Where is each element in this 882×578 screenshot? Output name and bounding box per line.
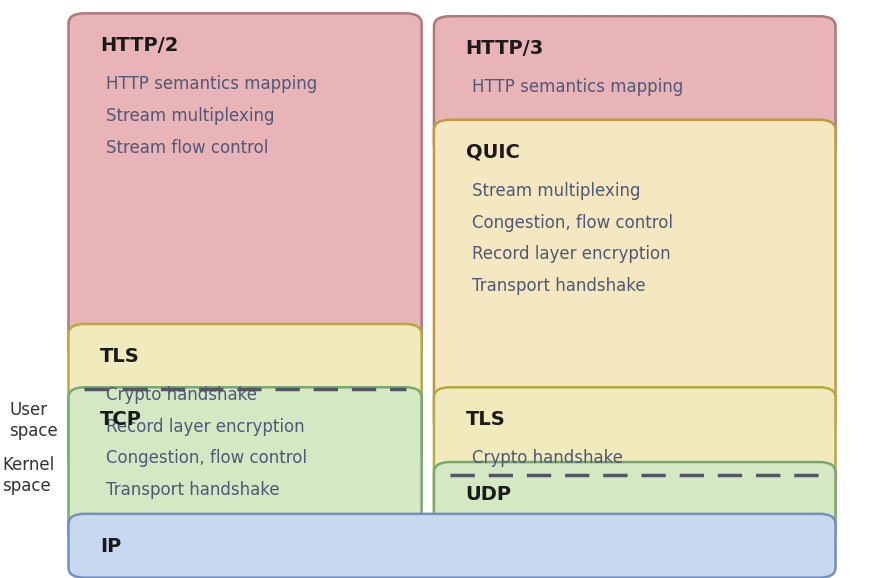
Text: Kernel
space: Kernel space — [3, 456, 55, 495]
Text: Crypto handshake: Crypto handshake — [107, 386, 258, 404]
FancyBboxPatch shape — [69, 387, 422, 543]
Text: QUIC: QUIC — [466, 143, 519, 162]
FancyBboxPatch shape — [434, 387, 835, 520]
Text: User
space: User space — [10, 401, 58, 440]
Text: Stream multiplexing: Stream multiplexing — [107, 107, 275, 125]
Text: Record layer encryption: Record layer encryption — [472, 245, 670, 263]
Text: Congestion, flow control: Congestion, flow control — [107, 450, 307, 468]
FancyBboxPatch shape — [434, 120, 835, 431]
Text: HTTP semantics mapping: HTTP semantics mapping — [107, 76, 318, 94]
Text: TLS: TLS — [101, 347, 140, 366]
FancyBboxPatch shape — [434, 462, 835, 543]
Text: Crypto handshake: Crypto handshake — [472, 450, 623, 468]
Text: Transport handshake: Transport handshake — [107, 481, 280, 499]
Text: UDP: UDP — [466, 485, 512, 504]
Text: Stream multiplexing: Stream multiplexing — [472, 182, 640, 200]
Text: Stream flow control: Stream flow control — [107, 139, 269, 157]
Text: HTTP/2: HTTP/2 — [101, 36, 178, 55]
Text: HTTP semantics mapping: HTTP semantics mapping — [472, 79, 683, 97]
FancyBboxPatch shape — [69, 514, 835, 577]
Text: HTTP/3: HTTP/3 — [466, 39, 544, 58]
Text: Record layer encryption: Record layer encryption — [107, 418, 305, 436]
Text: IP: IP — [101, 537, 122, 556]
Text: TCP: TCP — [101, 410, 142, 429]
FancyBboxPatch shape — [69, 324, 422, 468]
Text: TLS: TLS — [466, 410, 505, 429]
FancyBboxPatch shape — [69, 13, 422, 359]
Text: Congestion, flow control: Congestion, flow control — [472, 213, 673, 232]
Text: Transport handshake: Transport handshake — [472, 277, 646, 295]
FancyBboxPatch shape — [434, 16, 835, 155]
